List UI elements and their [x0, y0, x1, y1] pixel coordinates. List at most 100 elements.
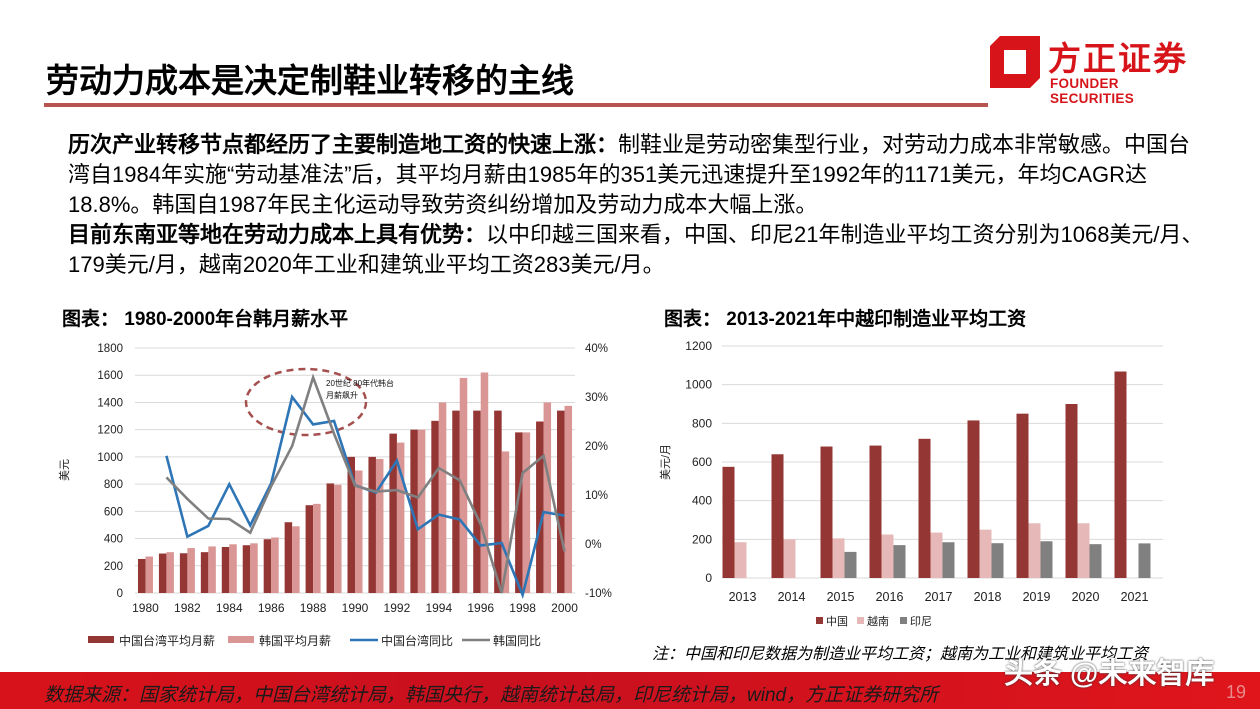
bar: [543, 402, 552, 593]
legend-swatch: [900, 617, 907, 624]
y-axis-label: 美元: [58, 459, 71, 481]
bar: [292, 526, 300, 593]
bar: [515, 432, 523, 593]
x-tick-label: 1990: [342, 601, 369, 615]
bar: [893, 545, 906, 578]
bar: [368, 456, 376, 593]
legend-label: 中国台湾同比: [381, 633, 453, 648]
bar: [347, 456, 355, 593]
y-tick-label: 1000: [97, 452, 123, 464]
bar: [820, 446, 833, 578]
bar: [979, 529, 992, 578]
bar: [771, 454, 784, 578]
legend-swatch: [816, 617, 823, 624]
page-number: 19: [1225, 682, 1246, 702]
bar: [942, 542, 955, 578]
y-tick-label: 1200: [97, 425, 123, 437]
logo-en-text: FOUNDER SECURITIES: [1050, 76, 1135, 106]
legend-label: 韩国平均月薪: [259, 633, 331, 648]
legend-swatch: [88, 636, 114, 643]
bar: [734, 542, 747, 578]
y-tick-label: 800: [104, 479, 123, 491]
bar: [250, 543, 258, 593]
bar: [271, 537, 279, 593]
bar: [991, 543, 1004, 578]
bar: [396, 442, 405, 593]
bar: [783, 539, 796, 578]
bar: [1077, 523, 1090, 578]
bar: [494, 410, 502, 593]
y-tick-label: 1200: [685, 339, 712, 353]
bar: [166, 552, 174, 593]
paragraph-2-body: 以中印越三国来看，中国、印尼21年制造业平均工资分别为1068美元/月、179美…: [68, 222, 1204, 277]
y-tick-label: 0: [705, 571, 712, 585]
left-chart: 0 200 400 600 800 1000 1200 1400 1600 1800 -10% 0% 1…: [0, 0, 640, 675]
paragraph-1-heading: 历次产业转移节点都经历了主要制造地工资的快速上涨：: [68, 132, 619, 157]
paragraph-2-heading: 目前东南亚等地在劳动力成本上具有优势：: [68, 222, 487, 247]
footer-bar: 数据来源：国家统计局，中国台湾统计局，韩国央行，越南统计总局，印尼统计局，win…: [0, 672, 1260, 709]
bar: [1114, 371, 1127, 578]
y-tick-label: 0: [117, 588, 123, 600]
paragraph-1: 历次产业转移节点都经历了主要制造地工资的快速上涨：制鞋业是劳动密集型行业，对劳动…: [68, 130, 1208, 220]
legend-label: 韩国同比: [493, 633, 541, 648]
y-tick-label: 600: [104, 506, 123, 518]
x-tick-label: 1986: [258, 601, 285, 615]
summary-text: 历次产业转移节点都经历了主要制造地工资的快速上涨：制鞋业是劳动密集型行业，对劳动…: [68, 130, 1208, 280]
bar: [881, 534, 894, 578]
bar: [145, 556, 153, 593]
x-tick-label: 2016: [876, 590, 904, 604]
y-tick-label: 800: [692, 416, 712, 430]
bar: [313, 503, 321, 593]
annotation-line-1: 20世纪 80年代韩台: [326, 378, 394, 388]
logo-mark-icon: [990, 36, 1040, 88]
bar: [208, 546, 216, 593]
title-divider: [44, 103, 988, 107]
bar: [557, 410, 565, 593]
bar: [410, 429, 418, 593]
bar: [375, 458, 384, 593]
bar: [869, 445, 882, 578]
bar: [967, 420, 980, 578]
bar: [242, 545, 251, 593]
page-title: 劳动力成本是决定制鞋业转移的主线: [46, 62, 574, 99]
y-tick-label: 1600: [97, 370, 123, 382]
y-tick-label: 1800: [97, 343, 123, 355]
y-tick-label: 1000: [685, 378, 712, 392]
legend-label: 越南: [867, 614, 889, 628]
bar: [501, 451, 510, 593]
bar: [326, 483, 335, 593]
paragraph-2: 目前东南亚等地在劳动力成本上具有优势：以中印越三国来看，中国、印尼21年制造业平…: [68, 220, 1208, 280]
legend-swatch: [857, 617, 864, 624]
x-tick-label: 2015: [827, 590, 855, 604]
x-tick-label: 1988: [300, 601, 327, 615]
bar: [284, 522, 293, 593]
left-chart-title: 图表： 1980-2000年台韩月薪水平: [62, 309, 349, 330]
bar: [918, 438, 931, 578]
legend-swatch: [228, 636, 254, 643]
watermark: 头条 @未来智库: [1004, 658, 1215, 690]
bar: [179, 553, 188, 593]
bar: [229, 544, 237, 593]
y-tick-label: 400: [692, 494, 712, 508]
highlight-ellipse: [244, 367, 368, 437]
logo-cn-text: 方正证券: [1048, 40, 1188, 77]
x-tick-label: 1994: [425, 601, 452, 615]
legend-label: 印尼: [910, 615, 932, 628]
y-tick-label: 600: [692, 455, 712, 469]
paragraph-1-body: 制鞋业是劳动密集型行业，对劳动力成本非常敏感。中国台湾自1984年实施“劳动基准…: [68, 132, 1191, 217]
y-tick-label: 200: [104, 561, 123, 573]
bar: [452, 410, 460, 593]
data-source: 数据来源：国家统计局，中国台湾统计局，韩国央行，越南统计总局，印尼统计局，win…: [44, 685, 939, 706]
bar: [480, 372, 489, 593]
right-chart: 0 200 400 600 800 1000 1200 美元/月 2013 2014 2015 201…: [659, 339, 1163, 628]
y2-tick-label: 40%: [585, 343, 608, 355]
bar: [1028, 523, 1041, 578]
bar: [1016, 413, 1029, 578]
x-tick-label: 1984: [216, 601, 243, 615]
bar: [844, 551, 857, 578]
y-tick-label: 1400: [97, 397, 123, 409]
bar: [158, 553, 167, 593]
x-tick-label: 2019: [1023, 590, 1051, 604]
bar: [536, 421, 544, 593]
left-chart-svg: 0 200 400 600 800 1000 1200 1400 1600 1800 -10% 0% 1…: [58, 343, 612, 648]
